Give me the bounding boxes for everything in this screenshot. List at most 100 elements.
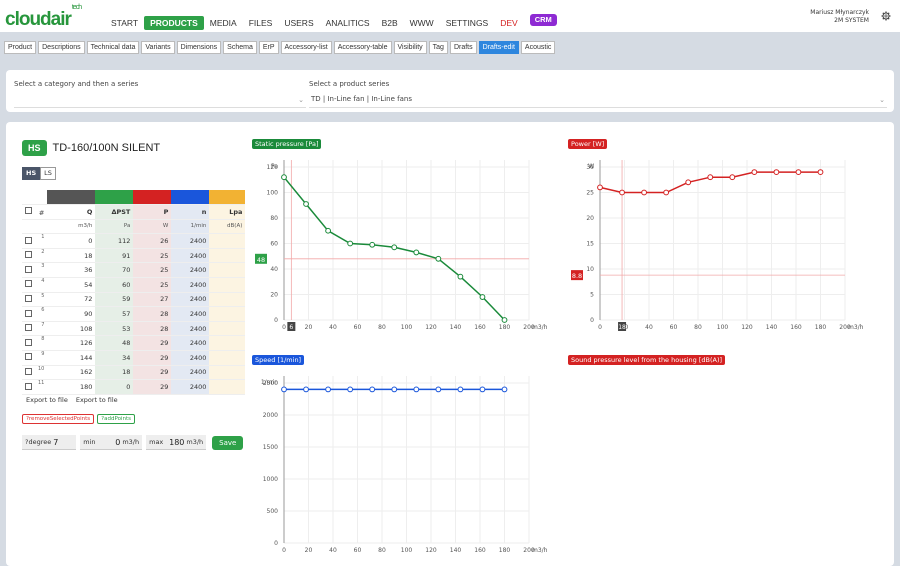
cell-dp[interactable]: 60	[95, 277, 134, 293]
nav-products[interactable]: PRODUCTS	[144, 16, 204, 30]
series-select[interactable]: TD | In-Line fan | In-Line fans ⌄	[309, 92, 887, 108]
nav-analitics[interactable]: ANALITICS	[325, 18, 370, 28]
cell-n[interactable]: 2400	[171, 292, 210, 308]
nav-crm[interactable]: CRM	[529, 14, 557, 26]
cell-p[interactable]: 25	[133, 262, 172, 279]
cell-n[interactable]: 2400	[171, 262, 210, 279]
checkbox-cell[interactable]	[22, 335, 35, 352]
checkbox-cell[interactable]	[22, 262, 35, 279]
tab-accessory-list[interactable]: Accessory-list	[280, 41, 332, 54]
cell-p[interactable]: 25	[133, 277, 172, 293]
checkbox-cell[interactable]	[22, 277, 35, 293]
degree-field[interactable]: ?degree 7	[22, 435, 77, 450]
cell-n[interactable]: 2400	[171, 365, 210, 381]
cell-p[interactable]: 29	[133, 365, 172, 381]
select-all-checkbox[interactable]	[25, 207, 32, 215]
checkbox-cell[interactable]	[22, 248, 35, 264]
row-checkbox[interactable]	[25, 294, 32, 302]
cell-dp[interactable]: 91	[95, 248, 134, 264]
toggle-ls[interactable]: LS	[40, 167, 56, 180]
checkbox-cell[interactable]	[22, 365, 35, 381]
gear-icon[interactable]	[881, 11, 891, 21]
cell-dp[interactable]: 59	[95, 292, 134, 308]
cell-dp[interactable]: 112	[95, 233, 134, 249]
tab-erp[interactable]: ErP	[258, 41, 279, 54]
checkbox-cell[interactable]	[22, 306, 35, 322]
nav-files[interactable]: FILES	[248, 18, 273, 28]
cell-p[interactable]: 28	[133, 306, 172, 322]
cell-dp[interactable]: 48	[95, 335, 134, 352]
cell-dp[interactable]: 18	[95, 365, 134, 381]
nav-b2b[interactable]: B2B	[381, 18, 398, 28]
cell-n[interactable]: 2400	[171, 277, 210, 293]
min-field[interactable]: min 0 m3/h	[80, 435, 143, 450]
cell-n[interactable]: 2400	[171, 350, 210, 366]
cell-lpa[interactable]	[209, 306, 246, 322]
toggle-hs[interactable]: HS	[22, 167, 41, 180]
export-button-a[interactable]: Export to file	[26, 396, 68, 404]
remove-points-button[interactable]: ?removeSelectedPoints	[22, 414, 95, 424]
cell-q[interactable]: 90	[47, 306, 96, 322]
cell-q[interactable]: 126	[47, 335, 96, 352]
row-checkbox[interactable]	[25, 236, 32, 244]
cell-n[interactable]: 2400	[171, 321, 210, 337]
nav-start[interactable]: START	[111, 18, 139, 28]
cell-p[interactable]: 29	[133, 335, 172, 352]
cell-lpa[interactable]	[209, 292, 246, 308]
max-field[interactable]: max 180 m3/h	[146, 435, 207, 450]
row-checkbox[interactable]	[25, 353, 32, 361]
cell-n[interactable]: 2400	[171, 248, 210, 264]
cell-lpa[interactable]	[209, 335, 246, 352]
row-checkbox[interactable]	[25, 280, 32, 288]
cell-lpa[interactable]	[209, 248, 246, 264]
cell-n[interactable]: 2400	[171, 335, 210, 352]
cell-p[interactable]: 29	[133, 350, 172, 366]
cell-dp[interactable]: 53	[95, 321, 134, 337]
cell-lpa[interactable]	[209, 365, 246, 381]
row-checkbox[interactable]	[25, 367, 32, 375]
tab-accessory-table[interactable]: Accessory-table	[333, 41, 392, 54]
cell-q[interactable]: 72	[47, 292, 96, 308]
row-checkbox[interactable]	[25, 251, 32, 259]
cell-dp[interactable]: 34	[95, 350, 134, 366]
cell-n[interactable]: 2400	[171, 233, 210, 249]
row-checkbox[interactable]	[25, 338, 32, 346]
row-checkbox[interactable]	[25, 309, 32, 317]
cell-p[interactable]: 28	[133, 321, 172, 337]
checkbox-cell[interactable]	[22, 379, 35, 395]
tab-visibility[interactable]: Visibility	[393, 41, 427, 54]
tab-descriptions[interactable]: Descriptions	[38, 41, 85, 54]
nav-www[interactable]: WWW	[409, 18, 434, 28]
cell-dp[interactable]: 70	[95, 262, 134, 279]
cell-lpa[interactable]	[209, 262, 246, 279]
tab-product[interactable]: Product	[4, 41, 37, 54]
tab-drafts[interactable]: Drafts	[449, 41, 477, 54]
cell-q[interactable]: 54	[47, 277, 96, 293]
cell-n[interactable]: 2400	[171, 379, 210, 395]
save-button[interactable]: Save	[212, 435, 244, 450]
cell-dp[interactable]: 0	[95, 379, 134, 395]
cell-p[interactable]: 25	[133, 248, 172, 264]
tab-drafts-edit[interactable]: Drafts-edit	[478, 41, 519, 54]
user-info[interactable]: Mariusz Młynarczyk 2M SYSTEM	[810, 9, 869, 25]
cell-p[interactable]: 27	[133, 292, 172, 308]
nav-dev[interactable]: DEV	[500, 18, 518, 28]
cell-lpa[interactable]	[209, 350, 246, 366]
cell-p[interactable]: 29	[133, 379, 172, 395]
row-checkbox[interactable]	[25, 265, 32, 273]
tab-acoustic[interactable]: Acoustic	[520, 41, 556, 54]
tab-tag[interactable]: Tag	[428, 41, 448, 54]
cell-lpa[interactable]	[209, 277, 246, 293]
cell-q[interactable]: 180	[47, 379, 96, 395]
nav-settings[interactable]: SETTINGS	[445, 18, 489, 28]
cell-lpa[interactable]	[209, 321, 246, 337]
cell-q[interactable]: 144	[47, 350, 96, 366]
export-button-b[interactable]: Export to file	[75, 396, 118, 404]
tab-dimensions[interactable]: Dimensions	[176, 41, 222, 54]
tab-technical-data[interactable]: Technical data	[86, 41, 140, 54]
brand-logo[interactable]: cloudairtech	[5, 4, 82, 31]
cell-q[interactable]: 0	[47, 233, 96, 249]
cell-lpa[interactable]	[209, 233, 246, 249]
tab-schema[interactable]: Schema	[223, 41, 257, 54]
tab-variants[interactable]: Variants	[141, 41, 175, 54]
